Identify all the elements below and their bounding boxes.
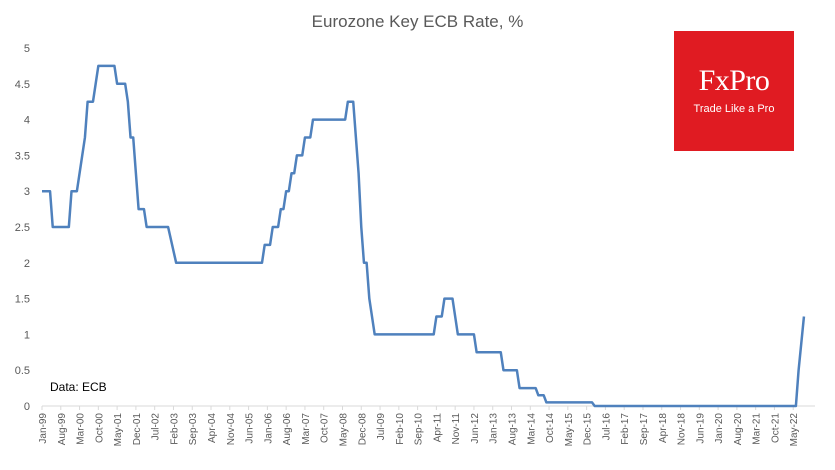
x-axis: Jan-99 Aug-99 Mar-00 Oct-00 May-01 Dec-01 Jul-…	[38, 406, 800, 446]
x-tick-label: Aug-06	[282, 413, 293, 446]
x-tick-label: May-22	[789, 413, 800, 447]
chart-title: Eurozone Key ECB Rate, %	[311, 12, 524, 31]
y-tick-label: 2	[24, 258, 30, 270]
y-tick-label: 4.5	[15, 79, 30, 91]
x-tick-label: Jan-99	[38, 413, 49, 444]
x-tick-label: Sep-10	[414, 413, 425, 446]
x-tick-label: Jun-19	[695, 413, 706, 444]
logo-tagline: Trade Like a Pro	[693, 103, 775, 115]
x-tick-label: Jan-13	[489, 413, 500, 444]
x-tick-label: Mar-21	[752, 413, 763, 445]
x-tick-label: Apr-04	[207, 413, 218, 443]
y-tick-label: 5	[24, 43, 30, 55]
source-note: Data: ECB	[50, 380, 107, 394]
y-tick-label: 3	[24, 186, 30, 198]
x-tick-label: Oct-14	[545, 413, 556, 443]
x-tick-label: Jul-16	[601, 413, 612, 441]
y-tick-label: 1	[24, 329, 30, 341]
y-tick-label: 2.5	[15, 222, 30, 234]
y-tick-label: 0	[24, 401, 30, 413]
y-tick-label: 3.5	[15, 150, 30, 162]
fxpro-logo: FxPro Trade Like a Pro	[674, 31, 794, 151]
logo-wordmark: FxPro	[698, 64, 770, 97]
x-tick-label: Jul-02	[151, 413, 162, 441]
series-line	[42, 64, 806, 408]
x-tick-label: Mar-07	[301, 413, 312, 445]
x-tick-label: Oct-21	[770, 413, 781, 443]
y-tick-label: 4	[24, 115, 30, 127]
x-tick-label: Dec-01	[132, 413, 143, 446]
x-tick-label: Sep-03	[188, 413, 199, 446]
x-tick-label: Aug-99	[57, 413, 68, 446]
x-tick-label: Dec-08	[357, 413, 368, 446]
x-tick-label: Nov-11	[451, 413, 462, 445]
x-tick-label: Jun-05	[245, 413, 256, 444]
x-tick-label: Apr-11	[432, 413, 443, 443]
x-tick-label: May-08	[338, 413, 349, 447]
x-tick-label: Nov-04	[226, 413, 237, 446]
x-tick-label: Sep-17	[639, 413, 650, 446]
x-tick-label: Aug-20	[733, 413, 744, 446]
x-tick-label: Apr-18	[658, 413, 669, 443]
x-tick-label: Feb-03	[169, 413, 180, 445]
x-tick-label: Oct-00	[94, 413, 105, 443]
x-tick-label: Mar-14	[526, 413, 537, 445]
x-tick-label: Aug-13	[508, 413, 519, 446]
x-tick-label: May-15	[564, 413, 575, 447]
x-tick-label: Oct-07	[320, 413, 331, 443]
x-tick-label: Jan-06	[263, 413, 274, 444]
x-tick-label: Feb-17	[620, 413, 631, 445]
y-tick-label: 0.5	[15, 365, 30, 377]
x-tick-label: Dec-15	[583, 413, 594, 446]
x-tick-label: Jun-12	[470, 413, 481, 444]
x-tick-label: Nov-18	[677, 413, 688, 446]
x-tick-label: Feb-10	[395, 413, 406, 445]
x-tick-label: May-01	[113, 413, 124, 447]
y-tick-label: 1.5	[15, 294, 30, 306]
x-tick-label: Jul-09	[376, 413, 387, 441]
y-axis: 0 0.5 1 1.5 2 2.5 3 3.5 4 4.5 5	[15, 43, 30, 413]
series-layer	[42, 64, 806, 408]
x-tick-label: Mar-00	[76, 413, 87, 445]
x-tick-label: Jan-20	[714, 413, 725, 444]
